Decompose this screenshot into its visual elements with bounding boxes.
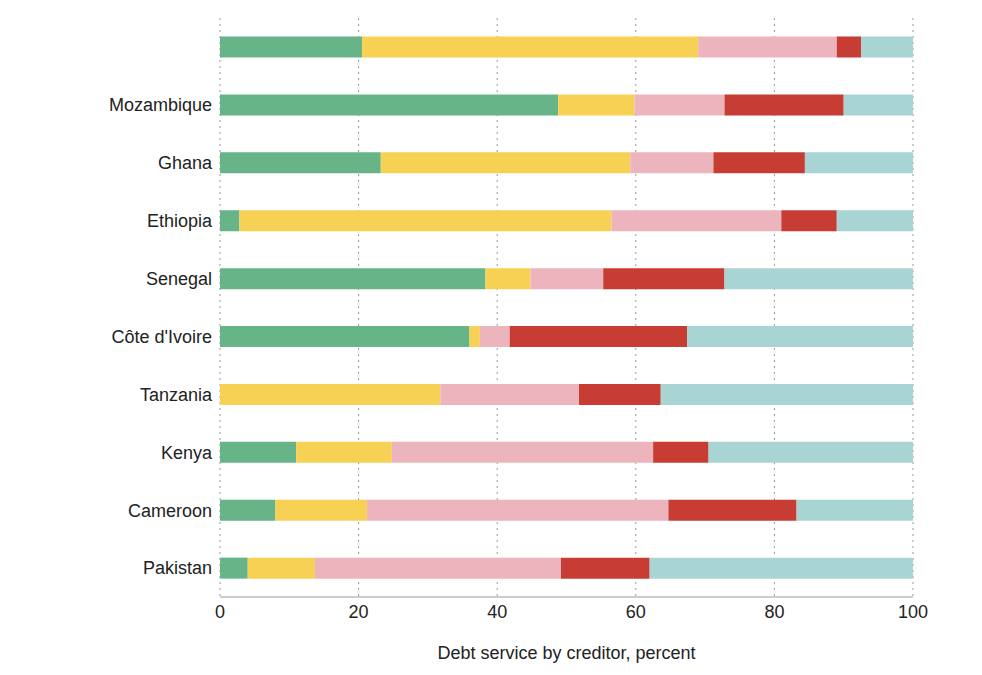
svg-text:60: 60 — [626, 602, 646, 622]
svg-text:Ethiopia: Ethiopia — [147, 211, 213, 231]
svg-text:Mozambique: Mozambique — [109, 95, 212, 115]
svg-text:0: 0 — [215, 602, 225, 622]
svg-text:40: 40 — [487, 602, 507, 622]
svg-text:Cameroon: Cameroon — [128, 501, 212, 521]
svg-text:Ghana: Ghana — [158, 153, 213, 173]
svg-text:100: 100 — [898, 602, 928, 622]
svg-text:Pakistan: Pakistan — [143, 558, 212, 578]
svg-text:20: 20 — [349, 602, 369, 622]
svg-text:Debt service by creditor, perc: Debt service by creditor, percent — [437, 643, 695, 663]
svg-text:Côte d'Ivoire: Côte d'Ivoire — [112, 327, 213, 347]
svg-text:80: 80 — [764, 602, 784, 622]
svg-text:Senegal: Senegal — [146, 269, 212, 289]
svg-text:Tanzania: Tanzania — [140, 385, 213, 405]
svg-text:Kenya: Kenya — [161, 443, 213, 463]
